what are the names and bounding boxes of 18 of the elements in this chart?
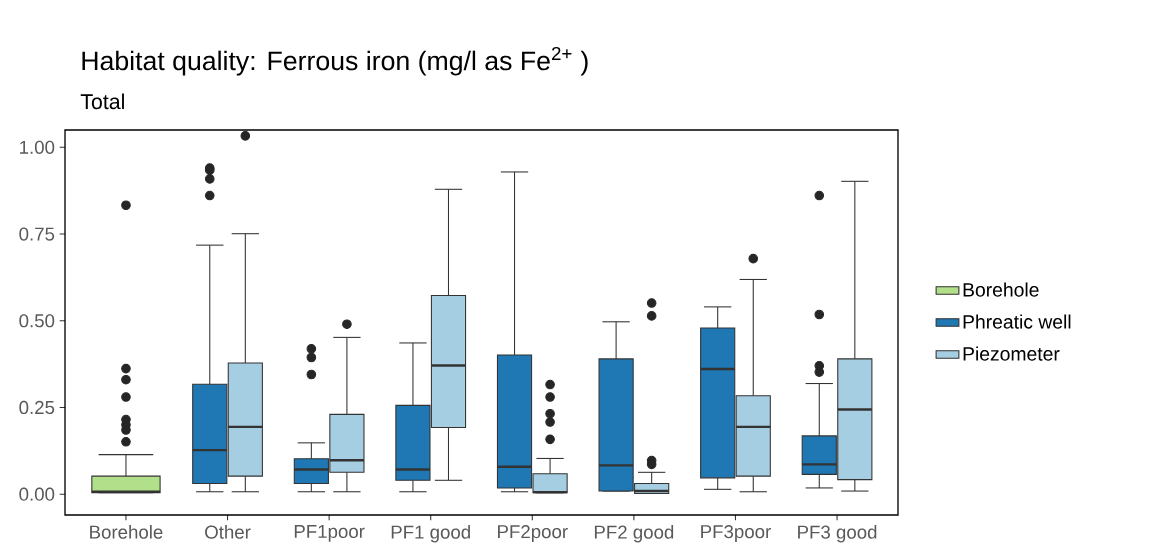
x-tick-label: PF3 good — [798, 525, 877, 543]
x-tick-label: Other — [205, 525, 251, 539]
legend-label: Borehole — [963, 282, 1039, 297]
y-tick-label: 0.75 — [19, 227, 55, 241]
legend-label: Piezometer — [963, 346, 1060, 361]
x-tick-label: Borehole — [90, 525, 163, 539]
legend-label: Phreatic well — [963, 314, 1071, 329]
x-tick-label: PF1 good — [391, 525, 470, 543]
chart-subtitle: Total — [80, 93, 124, 110]
chart-title: Habitat quality: Ferrous iron (mg/l as Fe$^{2+}$ ) — [82, 46, 588, 76]
x-tick-label: PF2poor — [498, 525, 568, 542]
x-tick-label: PF2 good — [594, 525, 674, 543]
y-tick-label: 0.00 — [19, 487, 55, 501]
x-tick-label: PF3poor — [701, 525, 771, 542]
y-tick-label: 0.25 — [19, 400, 55, 415]
x-tick-label: PF1poor — [294, 525, 365, 542]
y-tick-label: 0.50 — [19, 314, 55, 328]
y-tick-label: 1.00 — [20, 140, 55, 154]
